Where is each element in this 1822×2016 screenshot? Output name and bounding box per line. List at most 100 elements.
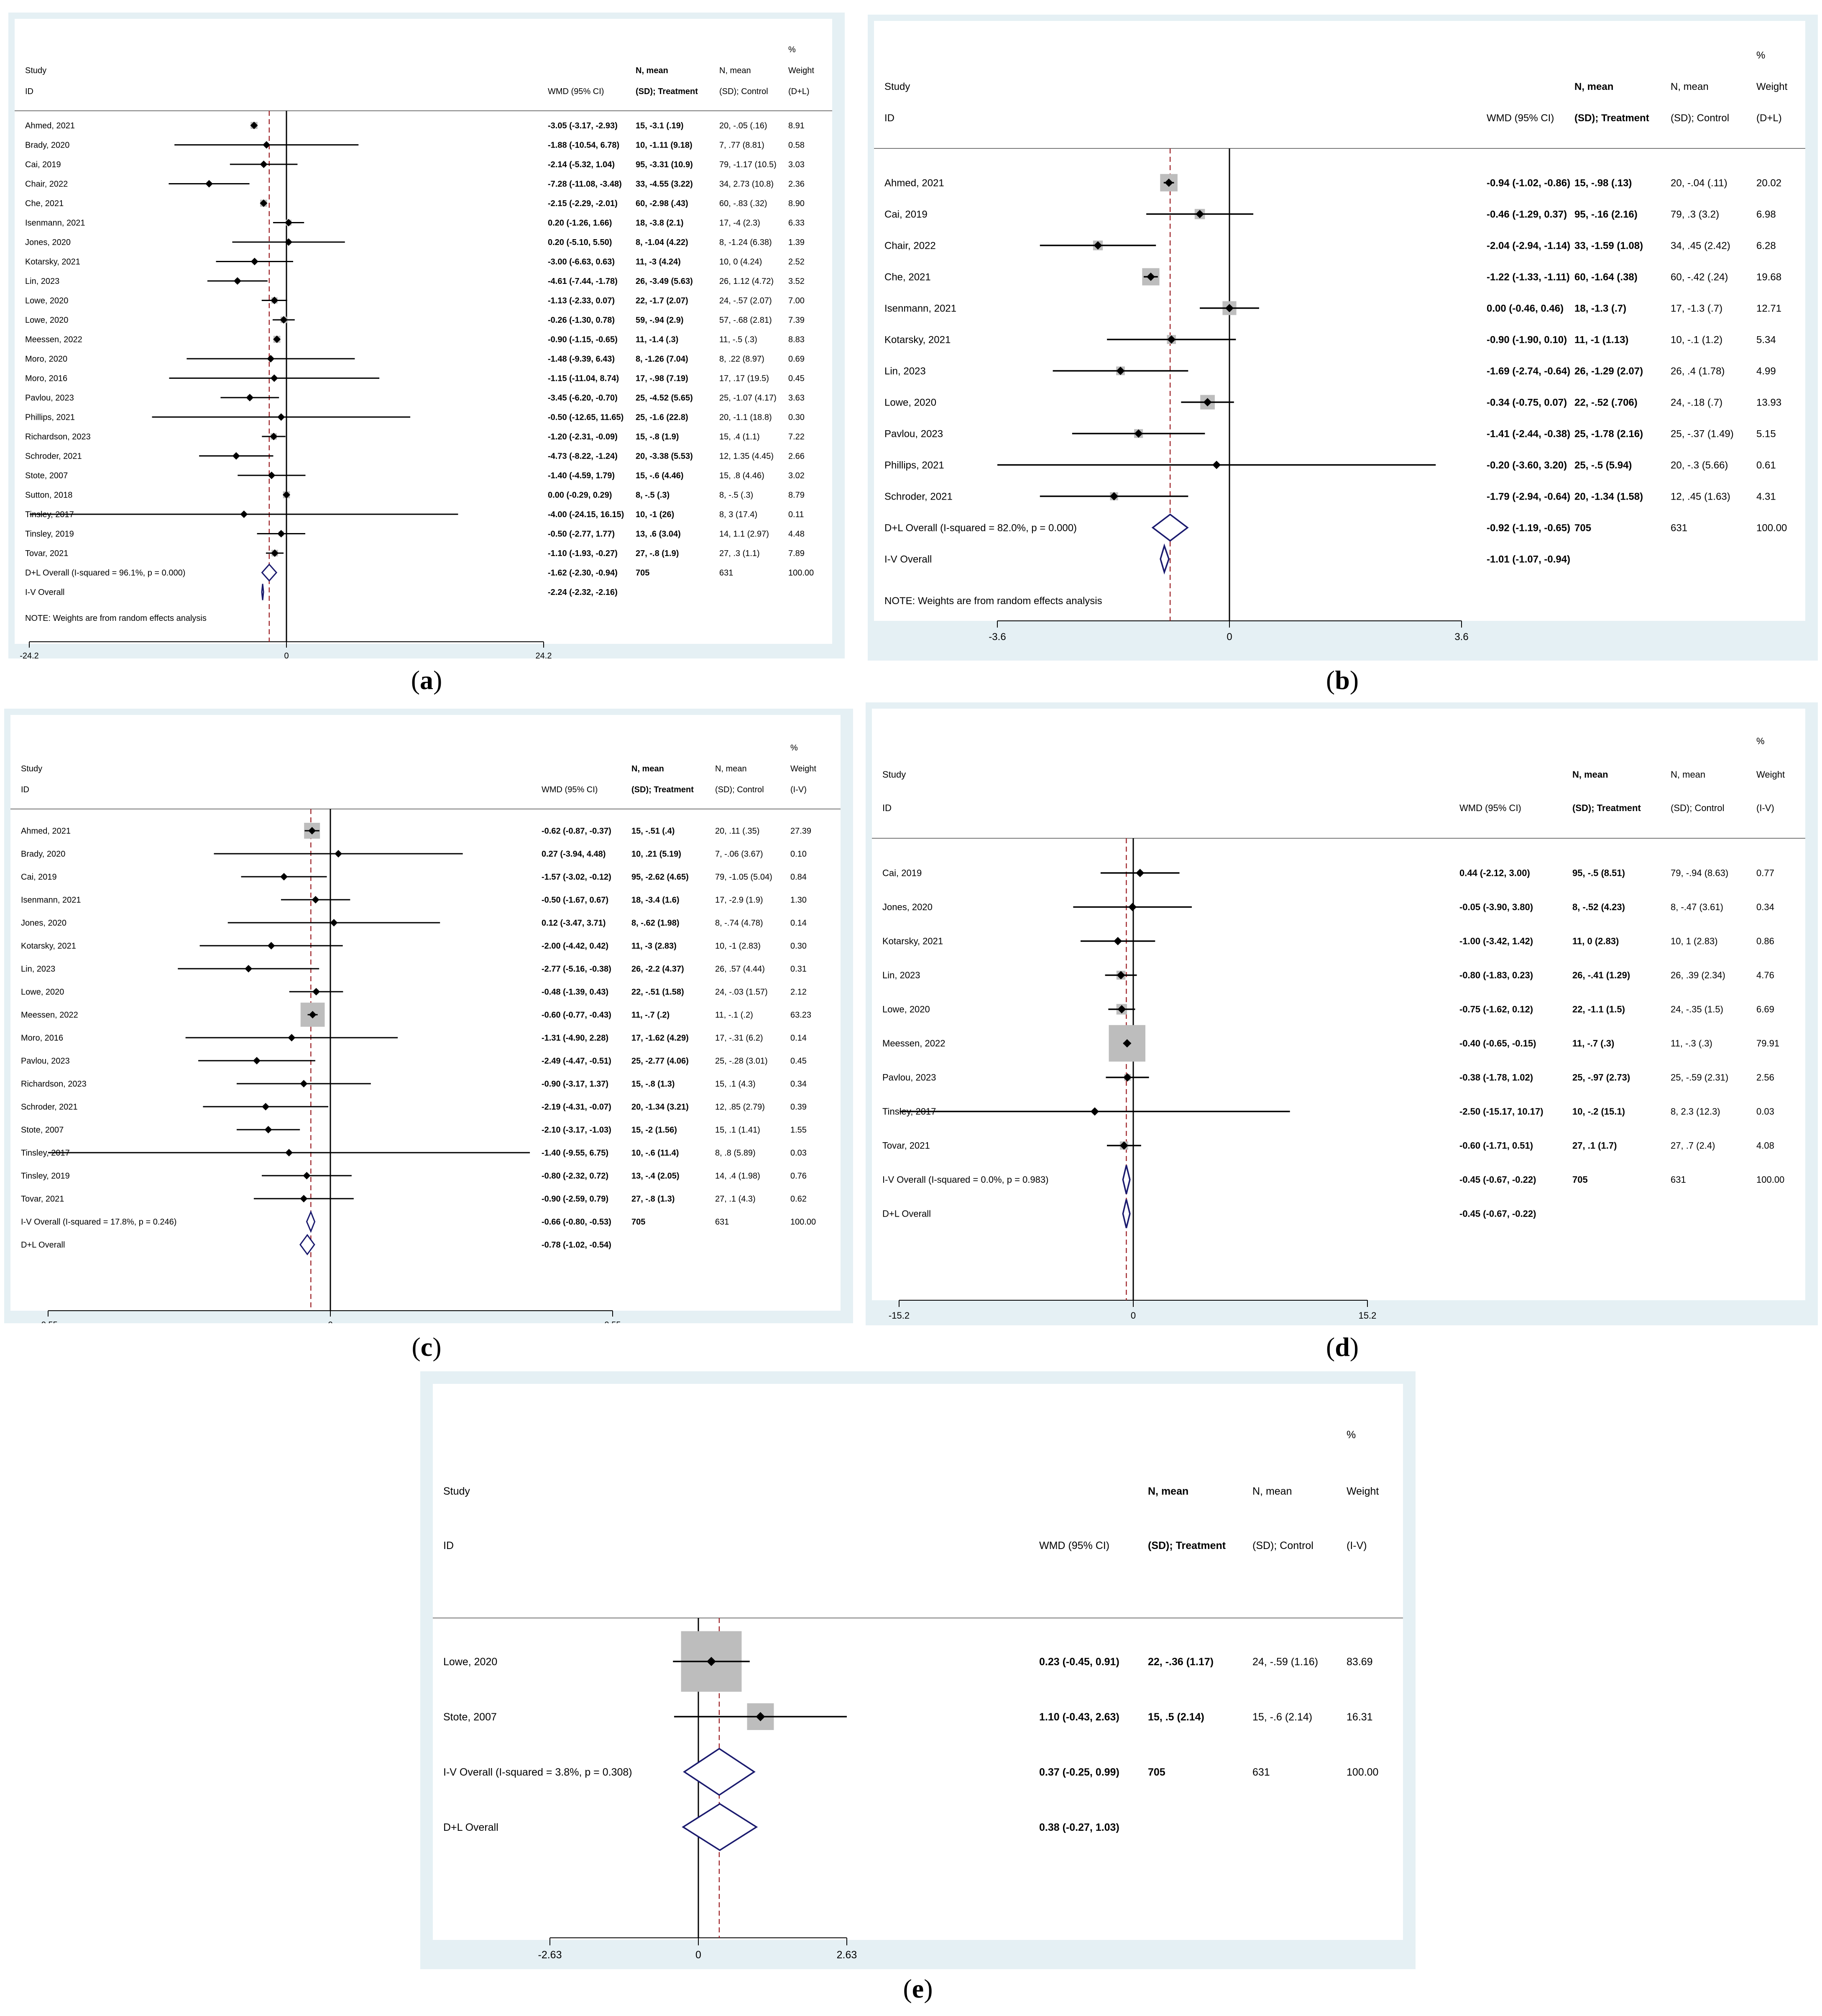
study-name: Sutton, 2018 (25, 491, 72, 500)
study-row: Phillips, 2021 -0.20 (-3.60, 3.20) 25, -.5… (884, 459, 1776, 471)
study-treatment: 17, -1.62 (4.29) (631, 1034, 689, 1043)
study-treatment: 95, -.5 (8.51) (1572, 868, 1625, 878)
x-axis-tick-label: 3.6 (1454, 631, 1468, 643)
study-control: 17, -.31 (6.2) (715, 1034, 763, 1043)
study-treatment: 11, -3 (4.24) (636, 258, 681, 267)
study-wmd-ci: -1.15 (-11.04, 8.74) (548, 374, 619, 383)
study-name: Richardson, 2023 (25, 432, 91, 441)
study-row: Tovar, 2021 -1.10 (-1.93, -0.27) 27, -.8 (… (25, 549, 805, 558)
study-name: Kotarsky, 2021 (884, 334, 951, 345)
study-treatment: 60, -2.98 (.43) (636, 199, 688, 208)
study-name: Lin, 2023 (884, 365, 926, 377)
point-estimate (285, 238, 293, 246)
study-weight: 6.33 (788, 219, 805, 228)
study-treatment: 25, -.97 (2.73) (1572, 1072, 1630, 1083)
study-wmd-ci: -3.00 (-6.63, 0.63) (548, 258, 615, 267)
study-control: 15, .1 (4.3) (715, 1079, 756, 1089)
forest-plot-d: Study ID WMD (95% CI) N, mean (SD); Treatmen… (866, 702, 1818, 1325)
point-estimate (264, 1126, 272, 1133)
study-treatment: 25, -2.77 (4.06) (631, 1056, 689, 1066)
study-treatment: 8, -1.04 (4.22) (636, 238, 688, 247)
study-name: Stote, 2007 (443, 1711, 497, 1723)
overall-wmd-ci: -0.78 (-1.02, -0.54) (542, 1240, 611, 1250)
study-treatment: 11, 0 (2.83) (1572, 936, 1619, 947)
study-weight: 0.03 (1756, 1106, 1774, 1117)
point-estimate (330, 919, 338, 926)
study-row: Isenmann, 2021 0.00 (-0.46, 0.46) 18, -1.3… (884, 301, 1781, 315)
study-weight: 0.45 (790, 1056, 807, 1066)
study-treatment: 20, -1.34 (1.58) (1574, 491, 1643, 502)
study-row: Stote, 2007 -1.40 (-4.59, 1.79) 15, -.6 (4… (25, 471, 805, 480)
overall-weight: 100.00 (1756, 522, 1787, 533)
x-axis-tick-label: -9.55 (38, 1320, 58, 1323)
overall-row: I-V Overall (I-squared = 0.0%, p = 0.983… (882, 1165, 1784, 1194)
study-name: Che, 2021 (884, 271, 931, 283)
header-wmd: WMD (95% CI) (1487, 112, 1554, 124)
study-row: Chair, 2022 -7.28 (-11.08, -3.48) 33, -4.5… (25, 180, 805, 189)
study-weight: 4.99 (1756, 365, 1776, 377)
study-weight: 63.23 (790, 1011, 811, 1020)
study-name: Brady, 2020 (25, 141, 69, 150)
study-control: 24, -.18 (.7) (1671, 397, 1722, 408)
study-row: Ahmed, 2021 -0.94 (-1.02, -0.86) 15, -.98 … (884, 174, 1781, 191)
study-control: 12, .85 (2.79) (715, 1102, 765, 1112)
x-axis-tick-label: 0 (1227, 631, 1232, 643)
overall-wmd-ci: -0.66 (-0.80, -0.53) (542, 1217, 611, 1227)
study-wmd-ci: -1.20 (-2.31, -0.09) (548, 432, 618, 441)
study-control: 12, .45 (1.63) (1671, 491, 1730, 502)
study-row: Schroder, 2021 -4.73 (-8.22, -1.24) 20, -3… (25, 452, 805, 461)
overall-name: D+L Overall (I-squared = 82.0%, p = 0.00… (884, 522, 1077, 533)
study-name: Meessen, 2022 (882, 1038, 945, 1049)
study-control: 25, -.28 (3.01) (715, 1056, 768, 1066)
study-treatment: 33, -1.59 (1.08) (1574, 240, 1643, 251)
study-wmd-ci: -0.46 (-1.29, 0.37) (1487, 209, 1567, 220)
study-weight: 0.34 (790, 1079, 807, 1089)
study-weight: 27.39 (790, 827, 811, 836)
study-control: 25, -.59 (2.31) (1671, 1072, 1728, 1083)
study-name: Moro, 2016 (25, 374, 67, 383)
study-row: Cai, 2019 -2.14 (-5.32, 1.04) 95, -3.31 (1… (25, 160, 805, 169)
point-estimate (288, 1034, 296, 1041)
study-control: 26, .39 (2.34) (1671, 970, 1725, 980)
study-wmd-ci: -2.15 (-2.29, -2.01) (548, 199, 618, 208)
study-weight: 0.86 (1756, 936, 1774, 947)
study-control: 25, -.37 (1.49) (1671, 428, 1734, 439)
study-name: Kotarsky, 2021 (25, 258, 80, 267)
header-study: Study (884, 81, 910, 92)
study-row: Stote, 2007 -2.10 (-3.17, -1.03) 15, -2 (1… (21, 1125, 807, 1135)
point-estimate (1114, 937, 1122, 945)
study-wmd-ci: -0.26 (-1.30, 0.78) (548, 316, 615, 325)
study-treatment: 10, -1.11 (9.18) (636, 141, 693, 150)
point-estimate (271, 549, 279, 557)
overall-diamond (1122, 1199, 1131, 1228)
point-estimate (1117, 971, 1125, 980)
study-wmd-ci: -7.28 (-11.08, -3.48) (548, 180, 622, 189)
study-name: Ahmed, 2021 (21, 827, 71, 836)
study-row: Che, 2021 -1.22 (-1.33, -1.11) 60, -1.64 (… (884, 268, 1781, 286)
header-weight-method: (I-V) (1756, 803, 1774, 813)
study-control: 79, -1.05 (5.04) (715, 873, 772, 882)
study-weight: 13.93 (1756, 397, 1781, 408)
study-row: Che, 2021 -2.15 (-2.29, -2.01) 60, -2.98 (… (25, 199, 805, 208)
header-control-n: N, mean (1671, 769, 1705, 780)
study-weight: 0.45 (788, 374, 805, 383)
study-treatment: 10, -.6 (11.4) (631, 1148, 679, 1158)
study-row: Meessen, 2022 -0.60 (-0.77, -0.43) 11, -.7… (21, 1003, 811, 1027)
study-row: Tinsley, 2017 -1.40 (-9.55, 6.75) 10, -.6 … (21, 1148, 807, 1158)
overall-weight: 100.00 (1756, 1174, 1784, 1185)
overall-name: I-V Overall (I-squared = 3.8%, p = 0.308… (443, 1766, 632, 1778)
study-wmd-ci: -1.13 (-2.33, 0.07) (548, 296, 615, 306)
point-estimate (1203, 398, 1212, 406)
overall-diamond (1151, 513, 1189, 542)
overall-control-n: 631 (719, 569, 733, 578)
overall-diamond (1160, 543, 1170, 575)
header-percent: % (1756, 50, 1765, 61)
header-treatment-n: N, mean (631, 764, 664, 773)
study-weight: 8.91 (788, 121, 805, 130)
study-wmd-ci: -4.61 (-7.44, -1.78) (548, 277, 618, 286)
study-wmd-ci: -0.80 (-2.32, 0.72) (542, 1171, 608, 1181)
study-row: Richardson, 2023 -0.90 (-3.17, 1.37) 15, -… (21, 1079, 807, 1089)
study-name: Isenmann, 2021 (25, 219, 85, 228)
study-wmd-ci: -1.22 (-1.33, -1.11) (1487, 271, 1570, 283)
study-row: Kotarsky, 2021 -0.90 (-1.90, 0.10) 11, -1 … (884, 334, 1776, 345)
